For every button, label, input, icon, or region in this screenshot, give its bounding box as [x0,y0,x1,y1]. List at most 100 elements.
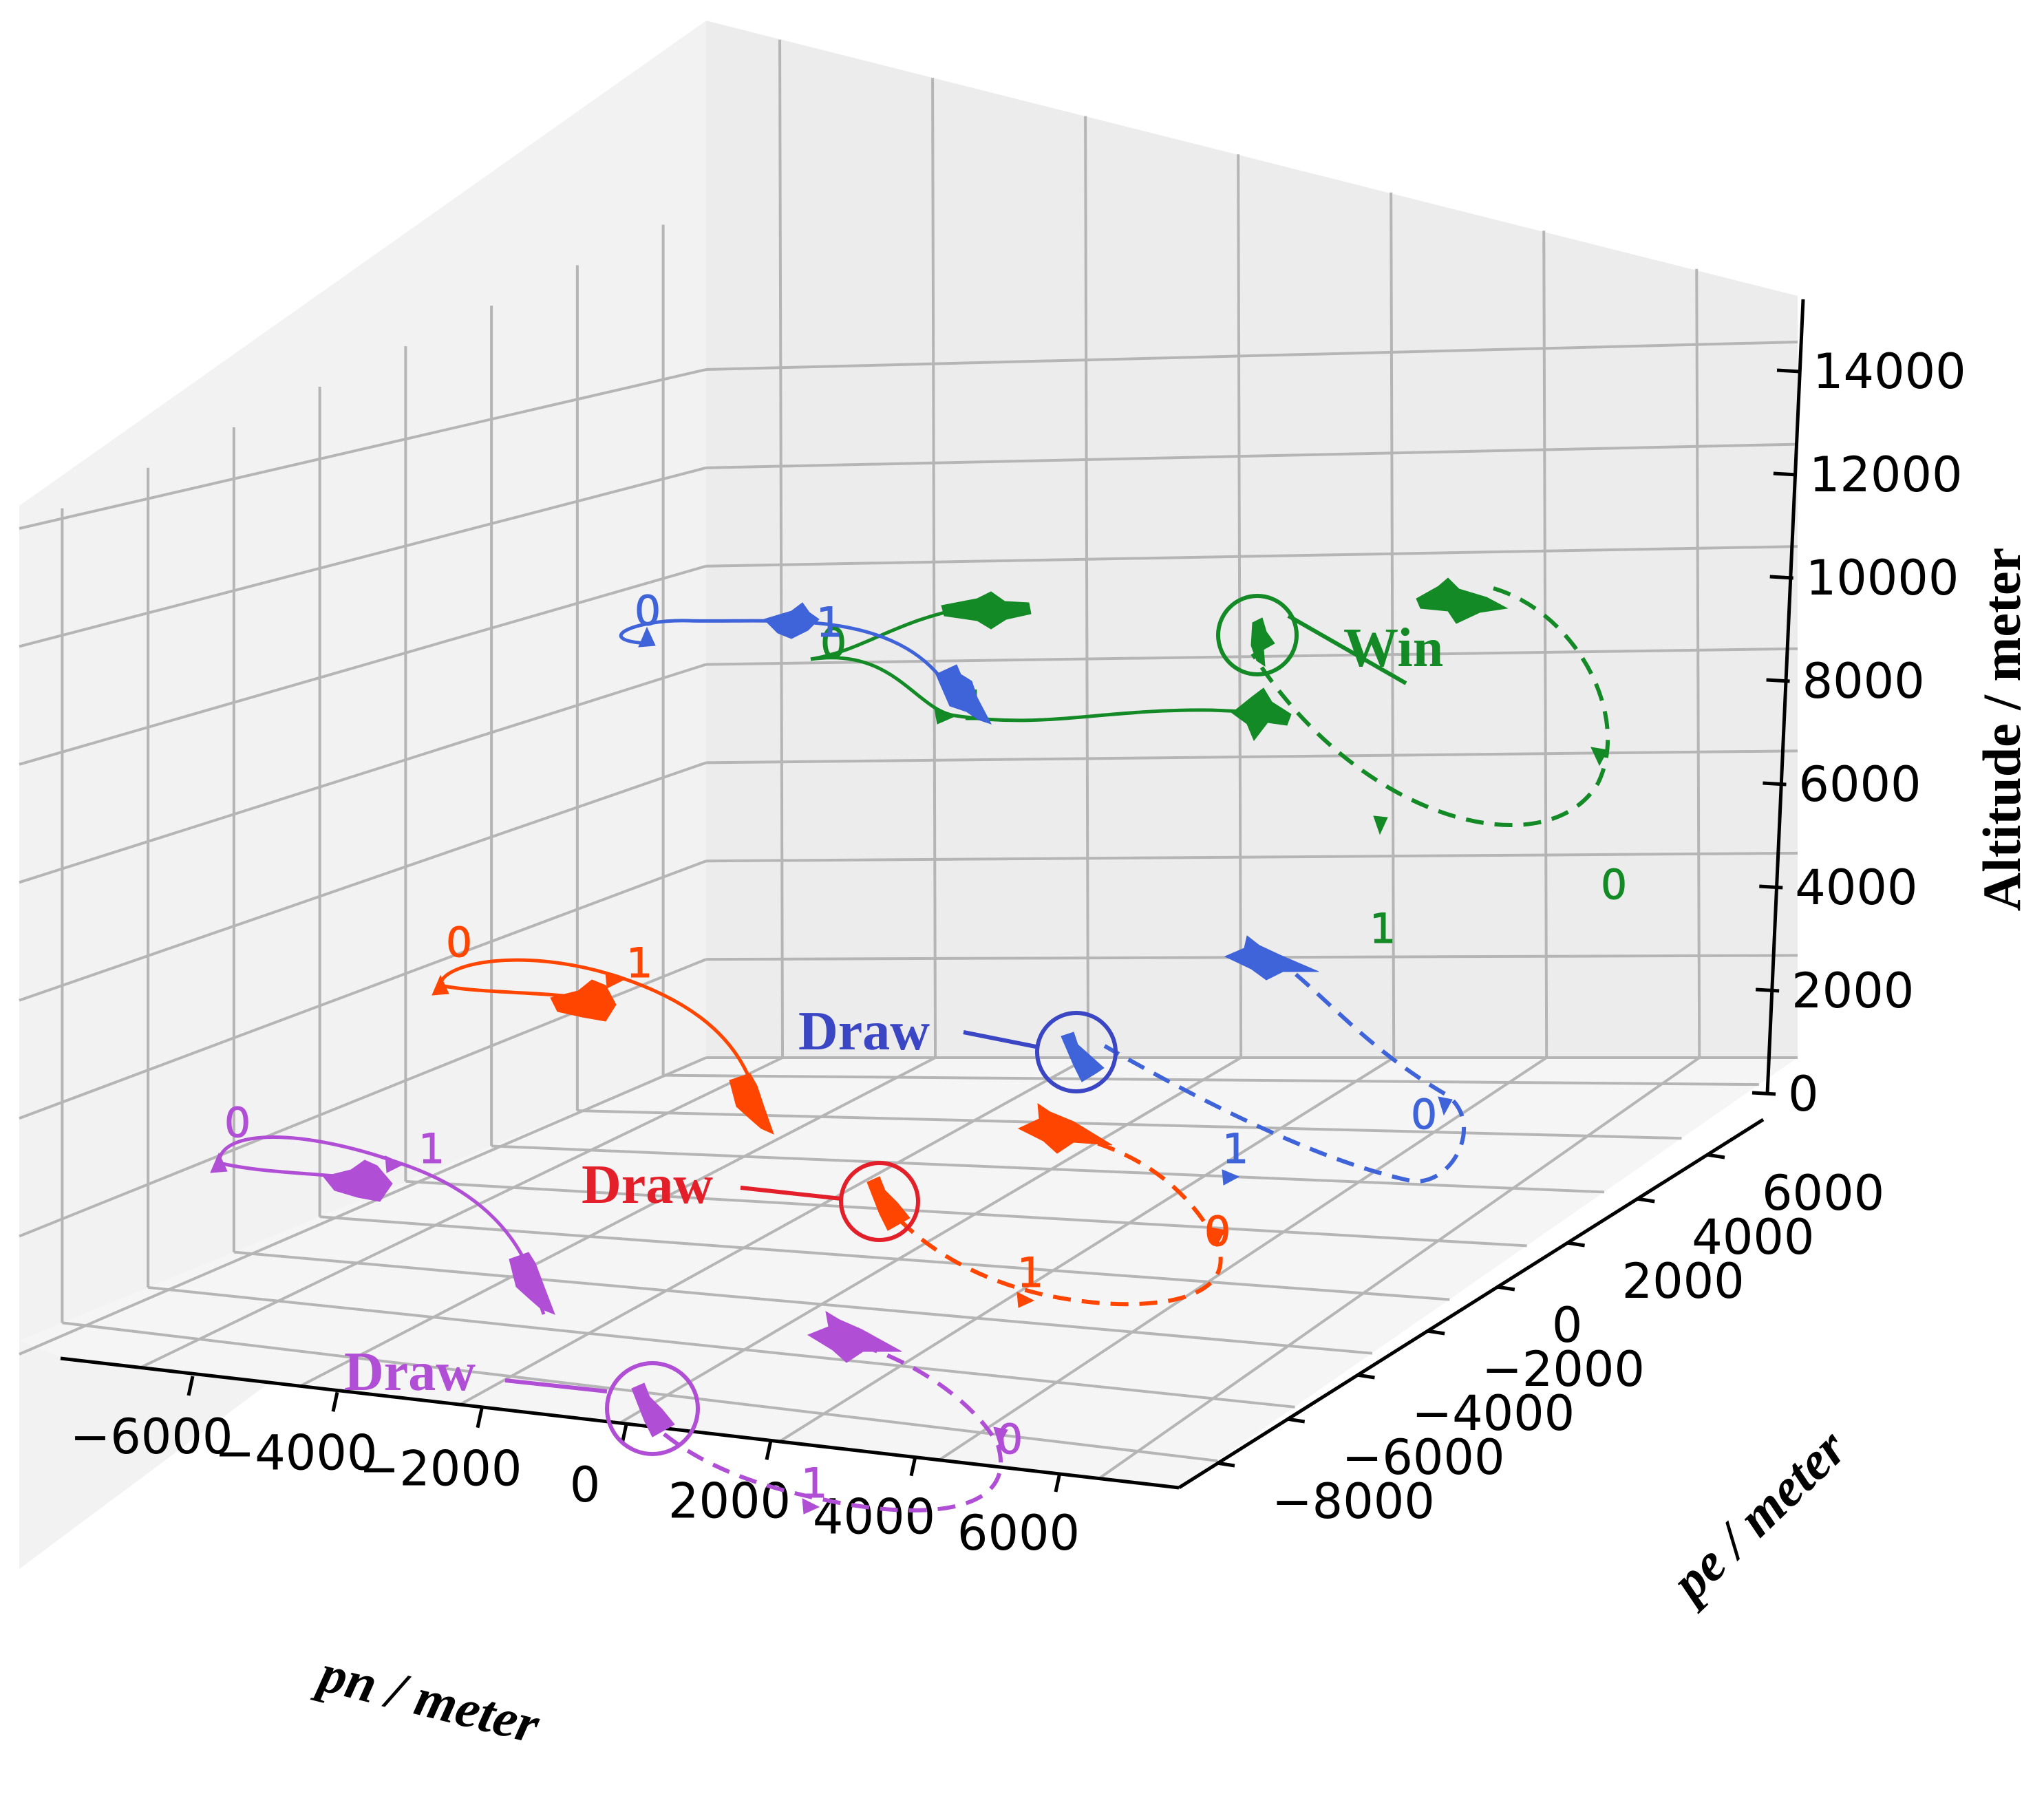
green-outcome-circle [1216,594,1299,676]
grid-back-alt-6 [705,442,1798,469]
y-tick-mark [1356,1373,1375,1380]
series-blue: 0 1 1 0 [619,587,1467,1186]
annotation-draw-blue: Draw [798,1001,930,1062]
blue-arrow-1 [638,626,656,648]
y-tick-mark [1636,1197,1655,1204]
z-tick-label: 8000 [1802,653,1925,709]
grid-floor-pn-5 [938,1056,1548,1462]
blue-aircraft-3 [1224,935,1319,981]
blue-dashed-trajectory [1103,954,1467,1184]
x-tick-mark [187,1376,195,1396]
orange-aircraft-4 [866,1176,911,1231]
axes-panes [19,21,1798,1569]
y-tick-label: −2000 [1482,1341,1645,1398]
purple-arrow-4 [993,1426,1008,1446]
blue-tick-1-dashed: 1 [1222,1125,1248,1173]
z-tick-mark [1776,368,1801,374]
grid-back-vertical-1 [931,78,937,1058]
orange-solid-trajectory [438,958,766,1129]
orange-arrow-2 [605,971,625,989]
blue-arrow-2 [1222,1169,1240,1186]
y-tick-label: −4000 [1412,1385,1575,1442]
orange-dashed-trajectory [889,1133,1223,1307]
y-tick-mark [1706,1153,1725,1159]
z-tick-label: 10000 [1806,550,1959,606]
grid-left-alt-2 [19,859,707,1120]
purple-arrow-3 [802,1498,820,1515]
y-tick-label: −8000 [1272,1473,1435,1530]
grid-back-vertical-4 [1390,192,1396,1058]
green-arrow-3 [1590,747,1608,767]
green-aircraft-3 [1416,577,1509,624]
purple-tick-0-start: 0 [224,1099,251,1147]
y-tick-mark [1216,1461,1235,1468]
series-purple: 0 1 1 0 [210,1099,1023,1515]
z-axis-label: Altitude / meter [1972,548,2032,911]
grid-floor-pn-4 [778,1056,1395,1443]
orange-arrow-3 [1016,1292,1035,1308]
grid-floor-pe-2 [233,1250,1373,1355]
orange-arrow-4 [1211,1227,1226,1247]
x-tick-label: 0 [570,1457,601,1513]
x-tick-mark [765,1440,773,1460]
x-axis-line [60,1356,1180,1490]
y-axis-line [1178,1118,1765,1490]
x-tick-label: 4000 [813,1489,935,1546]
z-tick-mark [1763,781,1787,787]
y-tick-mark [1286,1417,1306,1424]
z-tick-mark [1759,884,1783,890]
x-tick-label: 2000 [668,1473,791,1529]
grid-back-alt-3 [705,749,1798,765]
orange-aircraft-1 [550,979,617,1022]
series-orange: 0 1 1 0 [432,919,1231,1308]
x-axis-label-text: pn / meter [310,1642,546,1755]
z-tick-label: 2000 [1791,963,1914,1019]
orange-tick-0-start: 0 [446,919,472,967]
purple-aircraft-1 [323,1159,393,1202]
green-aircraft-4 [1250,617,1275,667]
y-tick-label: 0 [1552,1297,1583,1354]
purple-aircraft-4 [631,1382,675,1437]
green-win-callout [1287,614,1407,685]
x-tick-label: −2000 [359,1441,522,1497]
orange-outcome-circle [839,1161,920,1242]
purple-arrow-1 [210,1152,228,1173]
blue-draw-callout [963,1030,1040,1049]
blue-aircraft-4 [1061,1031,1105,1082]
y-axis-label-text: pe / meter [1657,1418,1858,1615]
green-solid-trajectory [810,656,1278,723]
grid-floor-pn-6 [1098,1056,1701,1480]
purple-aircraft-3 [807,1311,902,1363]
annotation-draw-purple: Draw [344,1342,476,1402]
z-tick-label: 12000 [1809,447,1963,503]
grid-back-vertical-3 [1237,154,1243,1058]
z-tick-mark [1766,678,1790,683]
purple-tick-1-dashed: 1 [801,1460,827,1508]
y-tick-label: −6000 [1342,1429,1505,1486]
purple-draw-callout [504,1378,608,1393]
grid-left-alt-0 [19,1056,707,1356]
z-tick-label: 0 [1788,1066,1819,1122]
z-tick-mark [1755,987,1780,993]
x-ticks: −6000−4000−2000 0 2000 4000 6000 [70,1376,1080,1561]
blue-tick-0-dashed: 0 [1411,1091,1437,1139]
grid-back-vertical-2 [1084,116,1090,1058]
y-tick-label: 6000 [1762,1165,1884,1221]
grid-back-alt-7 [705,341,1798,371]
x-tick-mark [1054,1472,1062,1493]
green-arrow-2 [1373,815,1388,835]
y-tick-mark [1496,1285,1515,1292]
x-tick-label: −6000 [70,1409,233,1465]
orange-tick-1-solid: 1 [626,939,652,987]
grid-left-alt-6 [19,466,707,648]
grid-floor-pe-7 [663,1073,1759,1087]
x-tick-label: 6000 [957,1505,1080,1561]
y-tick-label: 2000 [1622,1253,1745,1309]
x-tick-mark [476,1408,484,1429]
orange-arrow-1 [432,974,449,996]
z-ticks: 0 2000 4000 6000 8000 10000 12000 14000 [1752,343,1966,1122]
grid-floor-pn-1 [299,1056,936,1388]
z-axis: 0 2000 4000 6000 8000 10000 12000 14000 Altitud… [1752,299,2032,1122]
